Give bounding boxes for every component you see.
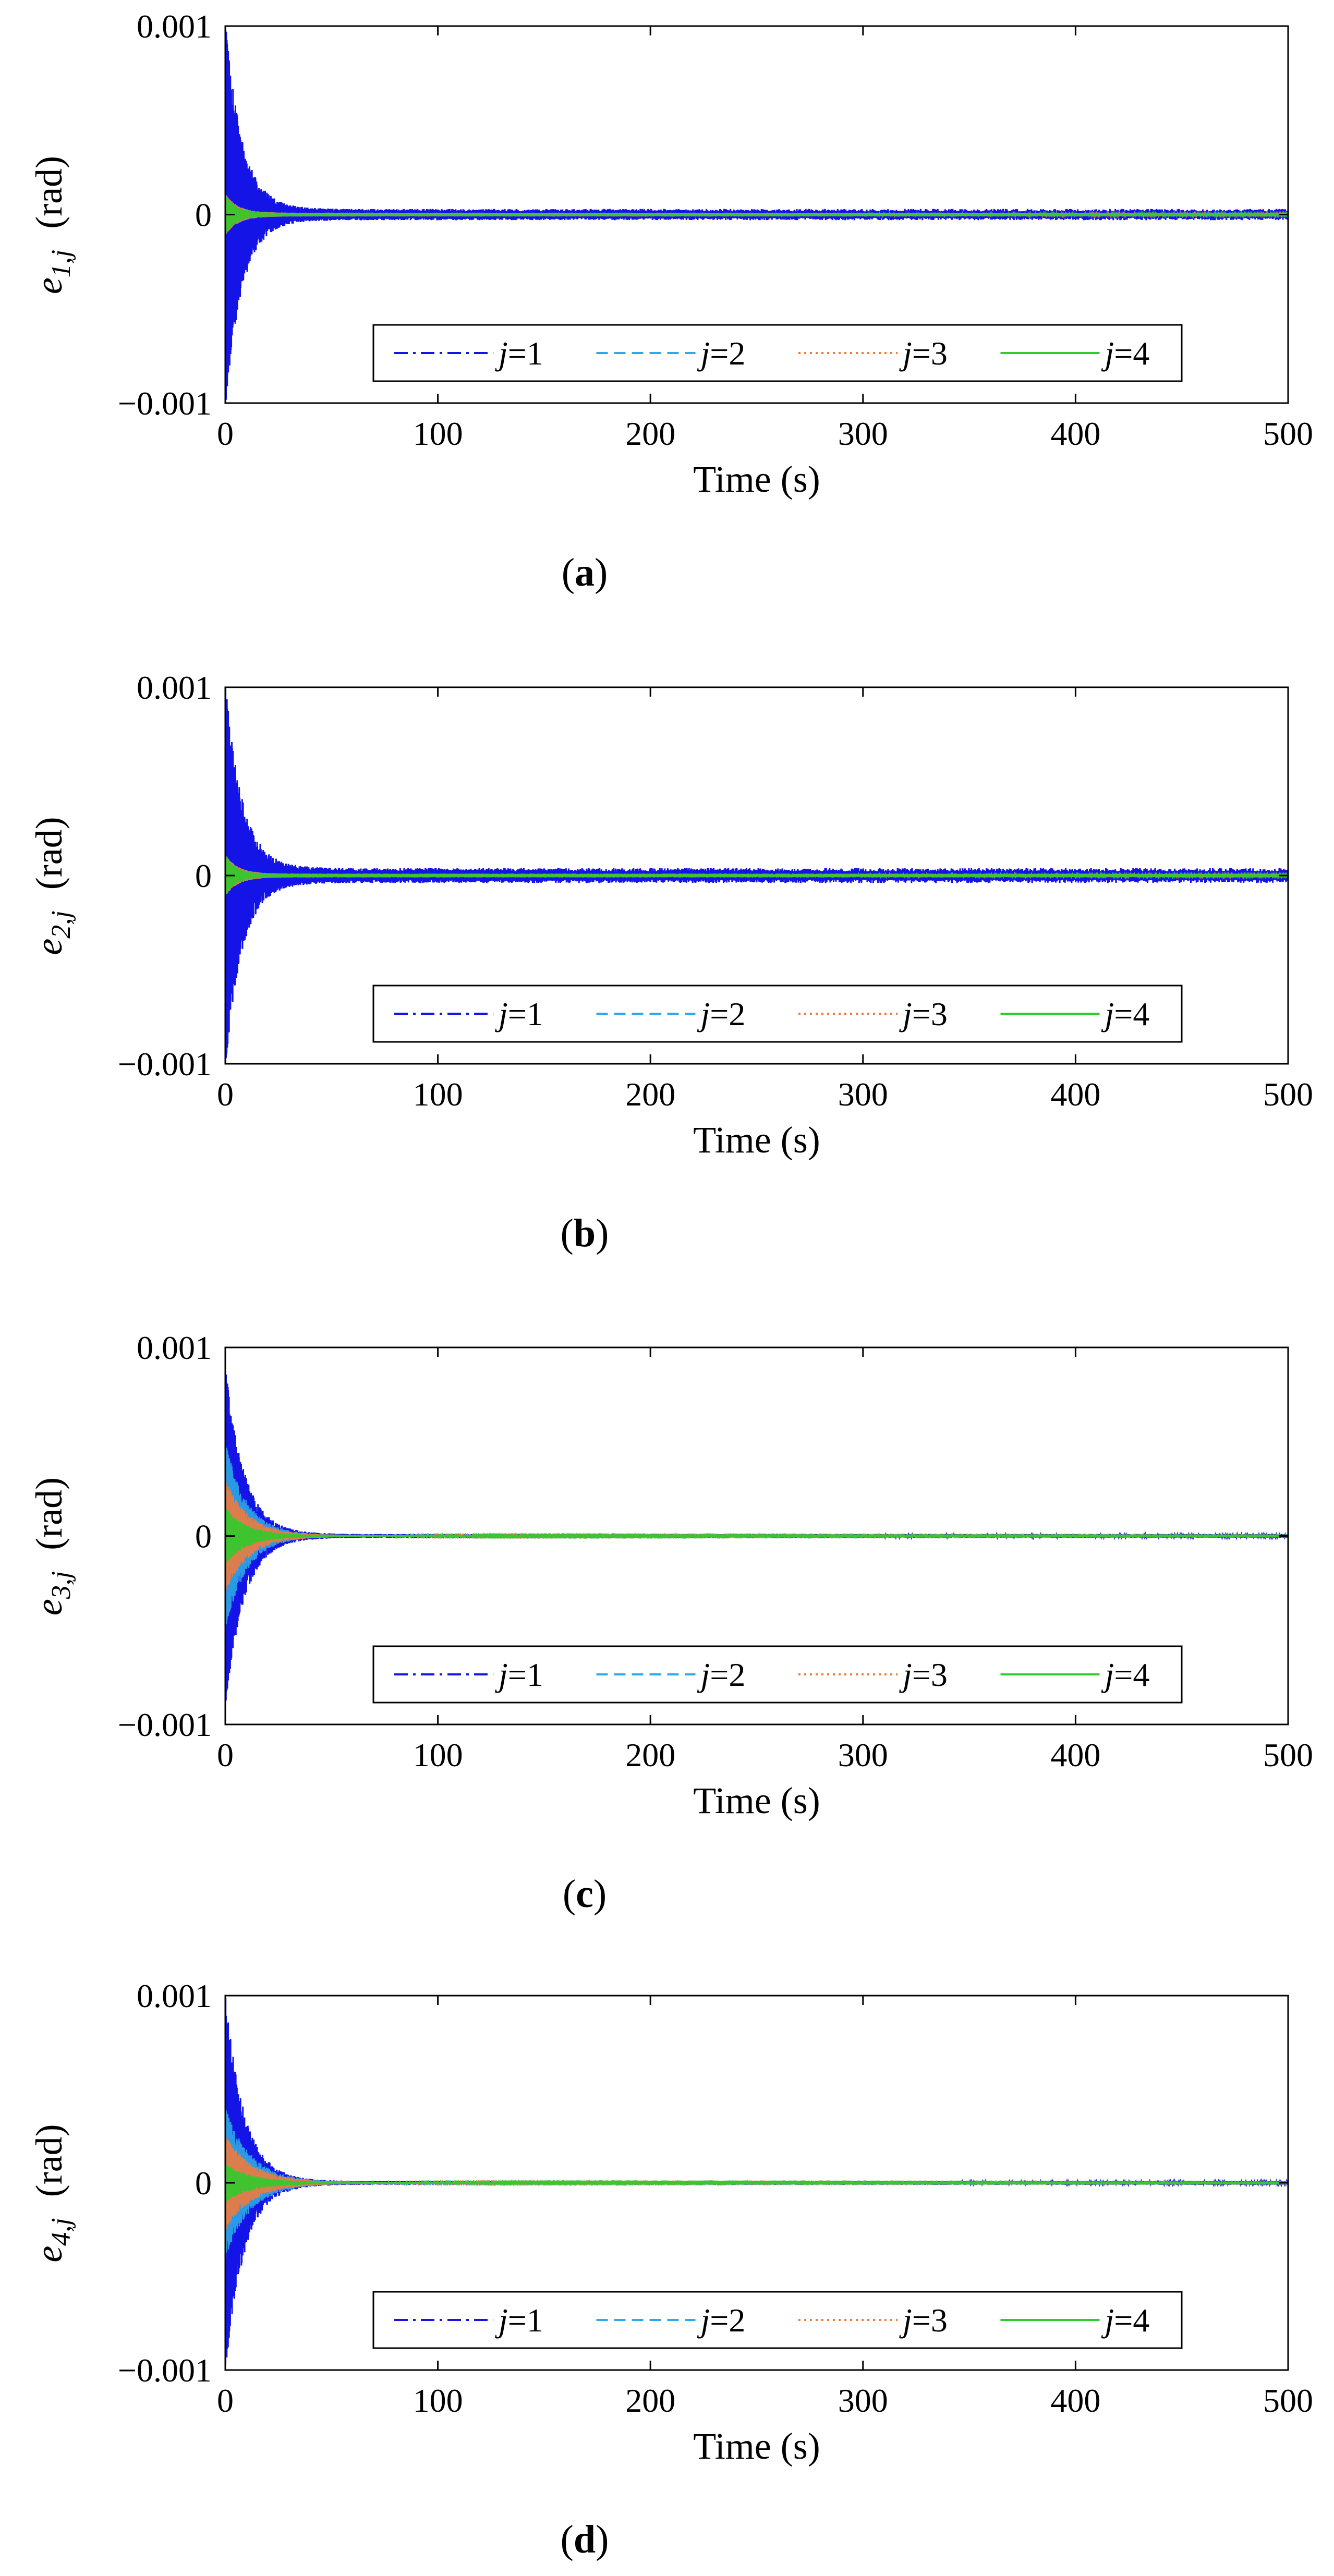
series-line-c-j4: [225, 1508, 1288, 1565]
panel-caption: (a): [562, 551, 608, 594]
y-tick-label: 0.001: [137, 669, 212, 706]
legend-label-j3: j=3: [899, 2302, 948, 2339]
x-tick-label: 400: [1050, 1736, 1100, 1773]
x-tick-label: 500: [1263, 1076, 1313, 1113]
panel-caption: (b): [561, 1211, 609, 1255]
plot-area: [225, 687, 1288, 1064]
y-axis-title: e3,j (rad): [28, 1477, 76, 1615]
y-tick-label: 0: [195, 1518, 212, 1555]
x-tick-label: 200: [625, 2382, 675, 2419]
y-axis-title: e2,j (rad): [28, 817, 76, 955]
x-tick-label: 100: [413, 1736, 463, 1773]
series-line-b-j4: [225, 856, 1288, 896]
y-tick-label: −0.001: [118, 1046, 212, 1083]
y-tick-label: 0.001: [137, 8, 212, 45]
x-tick-label: 200: [625, 1076, 675, 1113]
y-axis-symbol: e: [28, 939, 70, 955]
legend-label-j4: j=4: [1101, 995, 1150, 1032]
y-axis-subscript: 2,j: [46, 910, 76, 938]
y-axis-unit: (rad): [28, 2124, 70, 2197]
legend-label-j1: j=1: [495, 2302, 543, 2339]
y-tick-label: −0.001: [118, 1706, 212, 1743]
y-tick-label: 0.001: [137, 1329, 212, 1366]
y-tick-label: 0: [195, 197, 212, 234]
legend: j=1 j=2 j=3 j=4: [372, 2291, 1183, 2349]
x-tick-label: 500: [1263, 1736, 1313, 1773]
legend: j=1 j=2 j=3 j=4: [372, 985, 1183, 1043]
y-axis-subscript: 4,j: [46, 2218, 76, 2245]
y-axis-unit: (rad): [28, 156, 70, 229]
x-axis-title: Time (s): [693, 1119, 820, 1161]
legend-label-j2: j=2: [697, 2302, 746, 2339]
y-axis-title: e1,j (rad): [28, 156, 76, 294]
x-tick-label: 300: [838, 1076, 888, 1113]
y-tick-label: −0.001: [118, 385, 212, 422]
panel-caption: (c): [563, 1872, 607, 1916]
x-axis-title: Time (s): [693, 1780, 820, 1821]
x-tick-label: 0: [217, 415, 234, 452]
legend-label-j4: j=4: [1101, 335, 1150, 372]
y-tick-label: 0.001: [137, 1977, 212, 2014]
y-axis-subscript: 1,j: [46, 250, 76, 277]
x-tick-label: 0: [217, 1076, 234, 1113]
x-tick-label: 100: [413, 2382, 463, 2419]
y-axis-symbol: e: [28, 1599, 70, 1615]
y-axis-symbol: e: [28, 2246, 70, 2263]
plot-area: [225, 1374, 1288, 1703]
plot-area: [225, 29, 1288, 402]
y-axis-title: e4,j (rad): [28, 2124, 76, 2262]
legend-label-j3: j=3: [899, 1656, 948, 1693]
legend-label-j1: j=1: [495, 335, 543, 372]
legend-box: [372, 2291, 1183, 2349]
series-line-a-j4: [225, 195, 1288, 235]
legend-label-j3: j=3: [899, 335, 948, 372]
x-tick-label: 500: [1263, 415, 1313, 452]
x-tick-label: 300: [838, 2382, 888, 2419]
y-axis-subscript: 3,j: [46, 1571, 76, 1599]
y-tick-label: 0: [195, 2165, 212, 2202]
x-tick-label: 300: [838, 1736, 888, 1773]
x-tick-label: 100: [413, 415, 463, 452]
y-tick-label: −0.001: [118, 2352, 212, 2389]
legend-label-j2: j=2: [697, 995, 746, 1032]
legend: j=1 j=2 j=3 j=4: [372, 1645, 1183, 1704]
x-tick-label: 400: [1050, 415, 1100, 452]
legend-label-j2: j=2: [697, 335, 746, 372]
legend-label-j2: j=2: [697, 1656, 746, 1693]
x-axis-title: Time (s): [693, 2425, 820, 2467]
x-axis-title: Time (s): [693, 458, 820, 500]
x-tick-label: 400: [1050, 1076, 1100, 1113]
x-tick-label: 200: [625, 1736, 675, 1773]
y-axis-symbol: e: [28, 277, 70, 294]
x-tick-label: 500: [1263, 2382, 1313, 2419]
x-tick-label: 100: [413, 1076, 463, 1113]
y-axis-unit: (rad): [28, 1477, 70, 1550]
y-axis-unit: (rad): [28, 817, 70, 890]
x-tick-label: 0: [217, 1736, 234, 1773]
legend-label-j3: j=3: [899, 995, 948, 1032]
series-line-d-j4: [225, 2163, 1288, 2202]
y-tick-label: 0: [195, 857, 212, 894]
panel-caption: (d): [561, 2518, 609, 2561]
x-tick-label: 300: [838, 415, 888, 452]
legend-label-j4: j=4: [1101, 1656, 1150, 1693]
x-tick-label: 200: [625, 415, 675, 452]
legend-label-j1: j=1: [495, 1656, 543, 1693]
legend-label-j4: j=4: [1101, 2302, 1150, 2339]
legend-label-j1: j=1: [495, 995, 543, 1032]
legend: j=1 j=2 j=3 j=4: [372, 324, 1183, 382]
x-tick-label: 0: [217, 2382, 234, 2419]
plot-area: [225, 1998, 1288, 2365]
x-tick-label: 400: [1050, 2382, 1100, 2419]
